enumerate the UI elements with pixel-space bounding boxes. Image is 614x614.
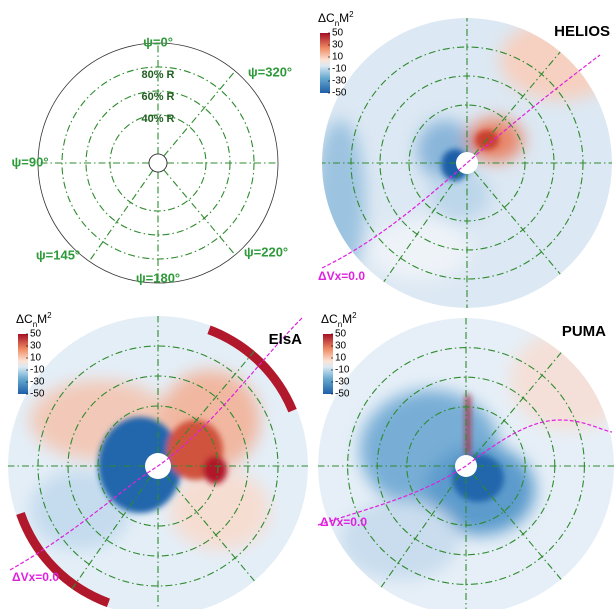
panel-title: ElsA bbox=[269, 331, 303, 348]
colorbar-title-part: 2 bbox=[352, 311, 357, 320]
colorbar-tick-label: 30 bbox=[332, 40, 344, 51]
colorbar-gradient bbox=[323, 334, 333, 394]
azimuth-label: ψ=145° bbox=[36, 247, 80, 262]
hub bbox=[148, 153, 168, 173]
hub bbox=[456, 152, 478, 174]
azimuth-line bbox=[165, 475, 255, 582]
colorbar-tick-label: 10 bbox=[332, 52, 344, 63]
colorbar-tick-label: 10 bbox=[335, 353, 347, 364]
colorbar-title-part: ΔC bbox=[318, 11, 335, 25]
colorbar-tick-label: 30 bbox=[30, 341, 42, 352]
azimuth-line bbox=[472, 474, 562, 580]
colorbar-tick-label: -10 bbox=[335, 365, 350, 376]
azimuth-label: ψ=180° bbox=[136, 270, 180, 285]
radius-label: 60% R bbox=[141, 91, 174, 103]
radius-label: 40% R bbox=[141, 113, 174, 125]
colorbar-tick-label: -30 bbox=[332, 76, 347, 87]
colorbar-title-part: ΔC bbox=[321, 312, 338, 326]
colorbar-tick-label: -10 bbox=[332, 64, 347, 75]
azimuth-label: ψ=0° bbox=[143, 34, 173, 49]
colorbar-tick-label: -50 bbox=[335, 389, 350, 400]
colorbar-title-part: M bbox=[37, 312, 47, 326]
colorbar-tick-label: -30 bbox=[30, 377, 45, 388]
colorbar-title-part: M bbox=[342, 312, 352, 326]
annotation: ΔVx=0.0 bbox=[320, 515, 367, 529]
annotation: ΔVx=0.0 bbox=[318, 269, 365, 283]
azimuth-line bbox=[380, 474, 461, 588]
colorbar-title-part: 2 bbox=[349, 10, 354, 19]
panel-title: PUMA bbox=[562, 323, 606, 340]
colorbar-title-part: ΔC bbox=[16, 312, 33, 326]
annotation: ΔVx=0.0 bbox=[12, 570, 59, 584]
azimuth-line bbox=[473, 171, 561, 275]
colorbar-tick-label: -50 bbox=[332, 88, 347, 99]
schematic: ψ=0° ψ=320° ψ=90° ψ=145° ψ=180° ψ=220° 8… bbox=[11, 34, 292, 285]
colorbar-tick-label: -50 bbox=[30, 389, 45, 400]
colorbar-title: ΔCnM2 bbox=[321, 311, 357, 329]
colorbar-title: ΔCnM2 bbox=[318, 10, 354, 28]
colorbar-title-part: n bbox=[338, 320, 342, 329]
colorbar-title-part: n bbox=[33, 320, 37, 329]
azimuth-line bbox=[163, 169, 236, 256]
colorbar-tick-label: -30 bbox=[335, 377, 350, 388]
colorbar-tick-label: 50 bbox=[30, 329, 42, 340]
radius-label: 80% R bbox=[141, 69, 174, 81]
azimuth-line bbox=[472, 352, 562, 458]
colorbar-tick-label: 30 bbox=[335, 341, 347, 352]
colorbar-tick-label: -10 bbox=[30, 365, 45, 376]
azimuth-label: ψ=90° bbox=[11, 154, 48, 169]
panel-elsa bbox=[8, 316, 308, 614]
colorbar-title-part: M bbox=[339, 11, 349, 25]
colorbar-tick-label: 10 bbox=[30, 353, 42, 364]
panel-helios bbox=[321, 18, 612, 308]
colorbar-title-part: 2 bbox=[47, 311, 52, 320]
azimuth-line bbox=[473, 51, 561, 155]
azimuth-label: ψ=220° bbox=[244, 244, 288, 259]
azimuth-line bbox=[71, 476, 151, 590]
panel-puma bbox=[317, 318, 614, 614]
azimuth-line bbox=[163, 70, 236, 157]
colorbar-gradient bbox=[320, 33, 330, 93]
azimuth-line bbox=[88, 170, 154, 262]
colorbar-tick-label: 50 bbox=[332, 28, 344, 39]
azimuth-label: ψ=320° bbox=[248, 64, 292, 79]
colorbar-tick-label: 50 bbox=[335, 329, 347, 340]
azimuth-line bbox=[383, 171, 462, 283]
colorbar-gradient bbox=[18, 334, 28, 394]
colorbar-title: ΔCnM2 bbox=[16, 311, 52, 329]
colorbar-title-part: n bbox=[335, 19, 339, 28]
azimuth-line bbox=[165, 350, 255, 457]
panel-title: HELIOS bbox=[554, 23, 610, 40]
